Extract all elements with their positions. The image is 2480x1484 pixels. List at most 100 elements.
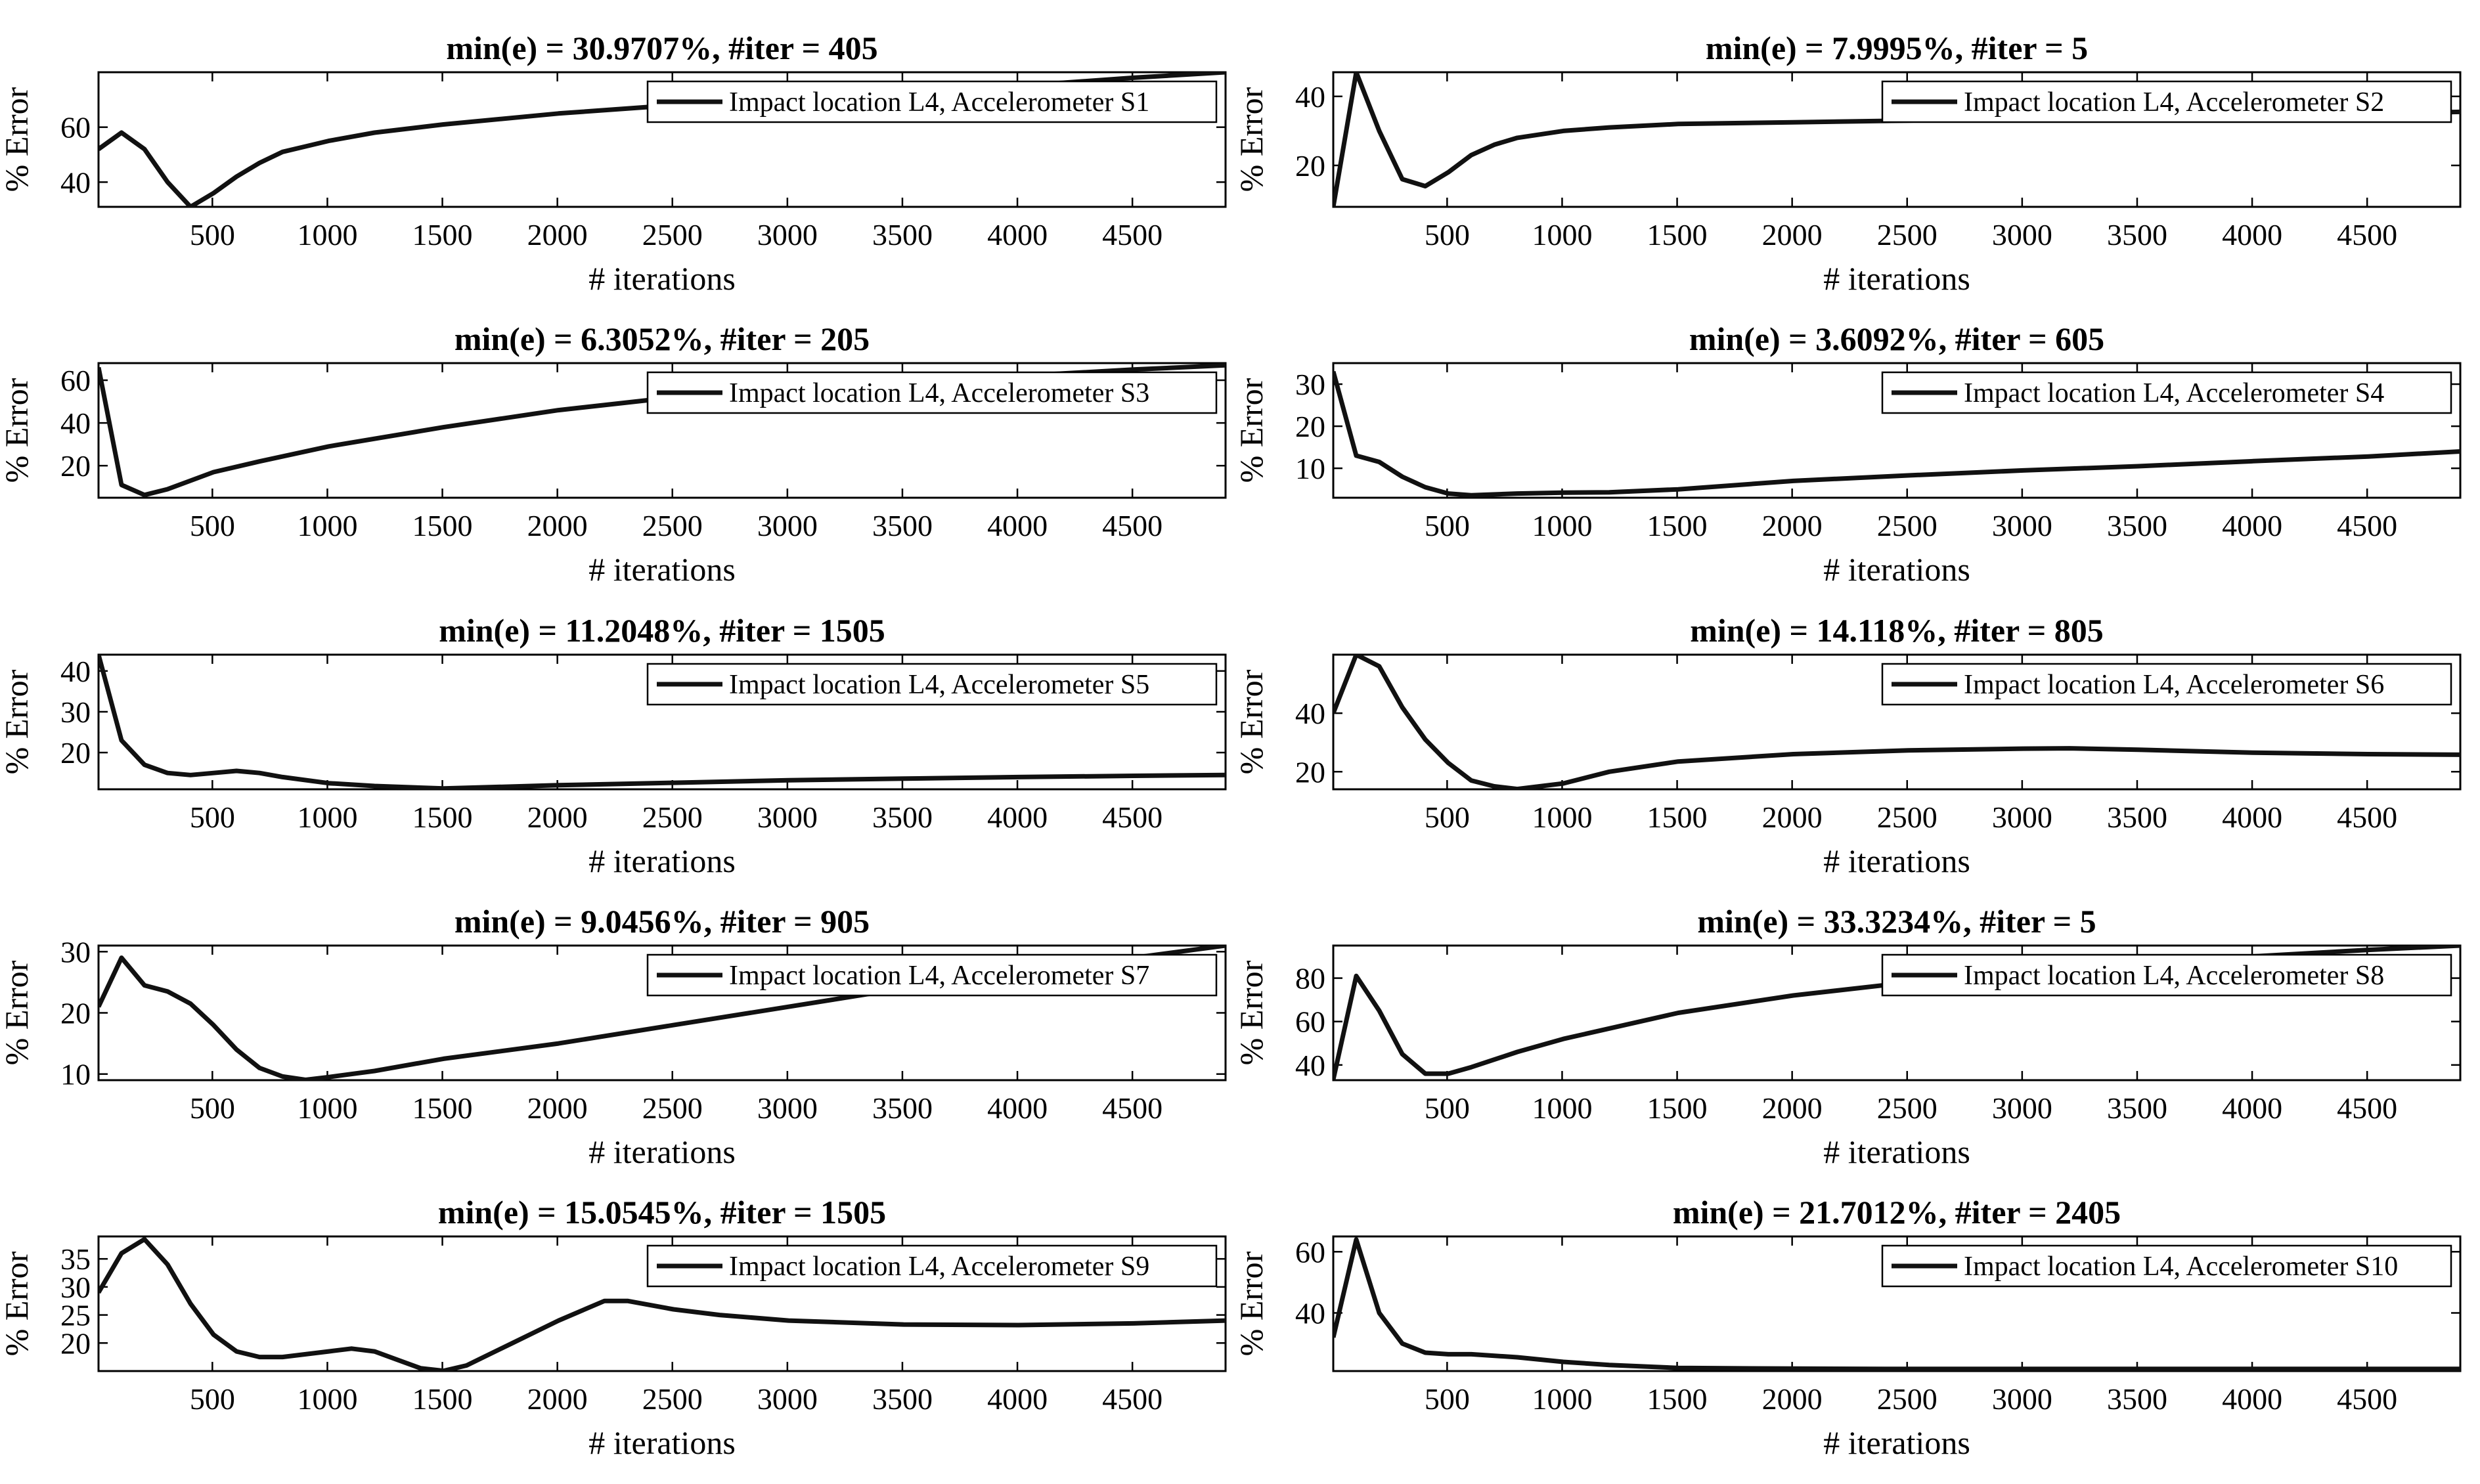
y-tick-label: 60 <box>1295 1005 1325 1039</box>
x-tick-label: 500 <box>190 1091 235 1125</box>
legend: Impact location L4, Accelerometer S10 <box>1881 1244 2452 1288</box>
y-tick-label: 40 <box>1295 697 1325 730</box>
x-tick-label: 3000 <box>1992 218 2052 251</box>
x-tick-label: 3500 <box>872 800 933 834</box>
subplot-8: min(e) = 33.3234%, #iter = 5 500 1000 1500 2… <box>1233 903 2462 1170</box>
x-tick-label: 2500 <box>642 1382 703 1416</box>
legend-label: Impact location L4, Accelerometer S10 <box>1964 1252 2398 1282</box>
legend-label: Impact location L4, Accelerometer S1 <box>729 87 1149 118</box>
legend-box <box>1881 80 2452 123</box>
y-axis-label: % Error <box>1233 1251 1270 1356</box>
x-axis-label: # iterations <box>588 1133 736 1170</box>
x-tick-label: 1000 <box>1532 218 1592 251</box>
y-tick-label: 20 <box>1295 755 1325 789</box>
legend-label: Impact location L4, Accelerometer S7 <box>729 961 1149 991</box>
legend-box <box>1881 953 2452 997</box>
x-axis-label: # iterations <box>588 551 736 588</box>
subplot-1: min(e) = 30.9707%, #iter = 405 500 1000 150… <box>0 30 1227 297</box>
legend-label: Impact location L4, Accelerometer S2 <box>1964 87 2384 118</box>
x-tick-label: 2000 <box>527 800 588 834</box>
x-tick-label: 2000 <box>1762 218 1823 251</box>
x-tick-label: 3500 <box>2107 800 2167 834</box>
x-tick-label: 2000 <box>527 1382 588 1416</box>
x-tick-label: 1500 <box>412 800 473 834</box>
x-tick-label: 1500 <box>412 1091 473 1125</box>
chart-title: min(e) = 14.118%, #iter = 805 <box>1690 612 2104 649</box>
chart-title: min(e) = 6.3052%, #iter = 205 <box>454 320 870 357</box>
x-tick-label: 3000 <box>757 800 818 834</box>
y-tick-label: 40 <box>1295 80 1325 114</box>
y-tick-label: 40 <box>1295 1296 1325 1330</box>
y-tick-label: 60 <box>1295 1235 1325 1269</box>
x-tick-label: 500 <box>1425 800 1470 834</box>
x-tick-label: 1500 <box>1647 1382 1708 1416</box>
x-tick-label: 4500 <box>2337 1091 2397 1125</box>
series-line <box>99 655 1226 789</box>
y-tick-label: 30 <box>1295 368 1325 401</box>
x-tick-label: 4000 <box>987 1091 1048 1125</box>
x-tick-label: 1000 <box>1532 800 1592 834</box>
x-tick-label: 3500 <box>2107 1091 2167 1125</box>
y-axis-label: % Error <box>1233 87 1270 192</box>
x-tick-label: 2000 <box>1762 509 1823 542</box>
x-tick-label: 3000 <box>757 509 818 542</box>
x-tick-label: 4500 <box>1102 800 1162 834</box>
y-axis-label: % Error <box>1233 960 1270 1065</box>
x-tick-label: 2000 <box>1762 1091 1823 1125</box>
x-tick-label: 1500 <box>412 509 473 542</box>
legend-box <box>1881 1244 2452 1288</box>
x-axis-label: # iterations <box>588 260 736 297</box>
x-tick-label: 2500 <box>642 1091 703 1125</box>
y-axis-label: % Error <box>0 960 35 1065</box>
y-tick-label: 10 <box>1295 452 1325 485</box>
legend-label: Impact location L4, Accelerometer S5 <box>729 670 1149 700</box>
x-tick-label: 3000 <box>1992 509 2052 542</box>
y-tick-label: 20 <box>60 997 91 1030</box>
legend-label: Impact location L4, Accelerometer S9 <box>729 1252 1149 1282</box>
chart-title: min(e) = 33.3234%, #iter = 5 <box>1697 903 2096 940</box>
x-tick-label: 4500 <box>1102 218 1162 251</box>
x-tick-label: 1500 <box>1647 218 1708 251</box>
y-tick-label: 30 <box>60 1271 91 1304</box>
series-line <box>1333 370 2460 498</box>
x-tick-label: 3500 <box>2107 509 2167 542</box>
x-tick-label: 4000 <box>2222 1382 2282 1416</box>
x-tick-label: 500 <box>190 218 235 251</box>
chart-title: min(e) = 9.0456%, #iter = 905 <box>454 903 870 940</box>
series-line <box>1333 655 2460 789</box>
x-axis-label: # iterations <box>1823 551 1970 588</box>
x-tick-label: 4000 <box>2222 800 2282 834</box>
y-axis-label: % Error <box>1233 378 1270 483</box>
y-tick-label: 80 <box>1295 962 1325 995</box>
y-tick-label: 35 <box>60 1242 91 1276</box>
x-axis-label: # iterations <box>1823 260 1970 297</box>
x-axis-label: # iterations <box>588 1424 736 1461</box>
series-line <box>1333 1237 2460 1371</box>
x-tick-label: 4000 <box>2222 1091 2282 1125</box>
x-axis-label: # iterations <box>588 842 736 879</box>
x-tick-label: 500 <box>1425 218 1470 251</box>
x-tick-label: 4500 <box>1102 1091 1162 1125</box>
legend-label: Impact location L4, Accelerometer S6 <box>1964 670 2384 700</box>
x-tick-label: 4000 <box>987 218 1048 251</box>
x-tick-label: 3500 <box>872 509 933 542</box>
x-tick-label: 2500 <box>642 509 703 542</box>
x-tick-label: 1000 <box>297 1091 357 1125</box>
legend-box <box>646 663 1218 706</box>
legend-box <box>646 80 1218 123</box>
chart-title: min(e) = 21.7012%, #iter = 2405 <box>1673 1194 2121 1231</box>
x-tick-label: 2500 <box>1877 509 1938 542</box>
legend-label: Impact location L4, Accelerometer S8 <box>1964 961 2384 991</box>
x-axis-label: # iterations <box>1823 842 1970 879</box>
y-axis-label: % Error <box>0 1251 35 1356</box>
legend: Impact location L4, Accelerometer S8 <box>1881 953 2452 997</box>
subplot-6: min(e) = 14.118%, #iter = 805 500 1000 1500… <box>1233 612 2462 879</box>
x-axis-label: # iterations <box>1823 1424 1970 1461</box>
x-tick-label: 2500 <box>1877 800 1938 834</box>
subplot-4: min(e) = 3.6092%, #iter = 605 500 1000 1500… <box>1233 320 2462 588</box>
x-tick-label: 500 <box>190 509 235 542</box>
x-tick-label: 2500 <box>1877 1382 1938 1416</box>
x-tick-label: 3000 <box>1992 1091 2052 1125</box>
x-tick-label: 4000 <box>2222 218 2282 251</box>
